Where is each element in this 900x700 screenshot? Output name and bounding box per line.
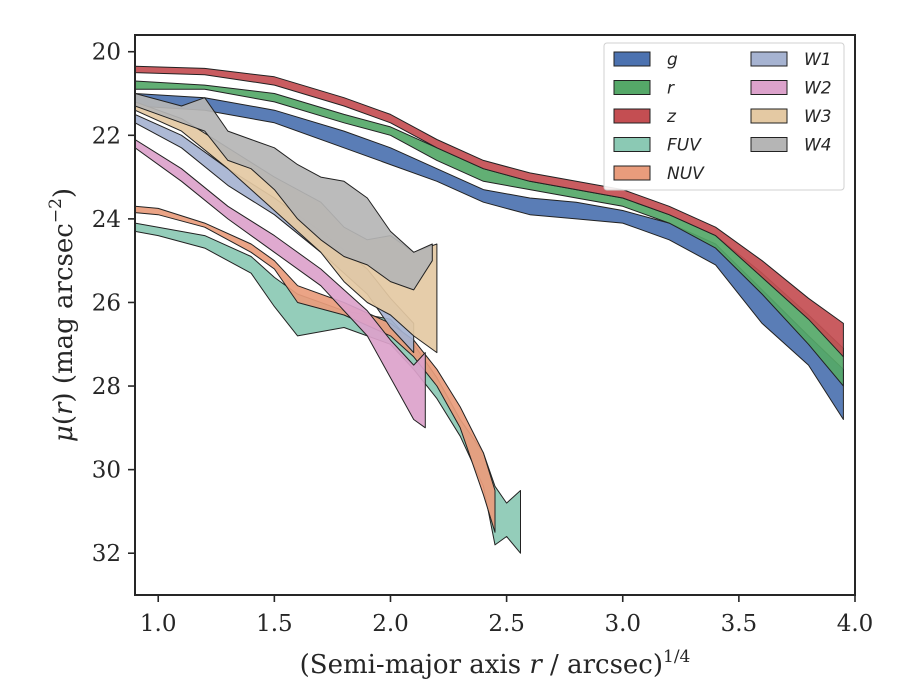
legend-swatch-W4 xyxy=(750,137,788,152)
y-tick-label: 24 xyxy=(92,207,121,233)
y-tick-label: 32 xyxy=(92,541,121,567)
legend-label-NUV: NUV xyxy=(667,164,705,184)
legend-label-r: r xyxy=(667,79,675,99)
x-tick-label: 4.0 xyxy=(837,611,874,637)
legend-label-W4: W4 xyxy=(804,136,832,156)
legend-swatch-z xyxy=(613,108,651,124)
legend-label-W1: W1 xyxy=(804,50,832,70)
x-tick-label: 3.0 xyxy=(604,611,641,637)
y-tick-label: 28 xyxy=(92,374,121,400)
y-tick-label: 26 xyxy=(92,290,121,316)
band-z xyxy=(135,65,844,358)
legend-label-W2: W2 xyxy=(804,79,832,99)
band-W2 xyxy=(135,139,426,429)
legend-label-W3: W3 xyxy=(804,107,832,127)
y-tick-label: 30 xyxy=(92,458,121,484)
band-W4 xyxy=(135,93,433,291)
x-tick-label: 1.5 xyxy=(256,611,293,637)
x-tick-label: 2.5 xyxy=(488,611,525,637)
y-axis-title: μ(r) (mag arcsec−2) xyxy=(46,188,79,442)
legend-swatch-W1 xyxy=(750,51,788,67)
series-layer xyxy=(135,65,844,554)
legend-swatch-g xyxy=(613,51,651,67)
x-tick-label: 3.5 xyxy=(721,611,758,637)
x-axis-title: (Semi-major axis r / arcsec)1/4 xyxy=(300,647,691,680)
legend-swatch-W3 xyxy=(750,108,788,124)
axes-layer: 1.0 1.5 2.0 2.5 3.0 3.5 4.0 20 22 24 26 28 30 32 xyxy=(92,34,874,637)
legend-label-g: g xyxy=(667,50,678,70)
y-tick-label: 20 xyxy=(92,40,121,66)
legend-swatch-W2 xyxy=(750,80,788,95)
legend-frame xyxy=(603,42,845,191)
legend: grz FUV NUV W1 W2 W3 W4 xyxy=(603,42,845,191)
x-tick-label: 1.0 xyxy=(140,611,177,637)
y-tick-label: 22 xyxy=(92,123,121,149)
band-g xyxy=(135,93,844,420)
legend-swatch-FUV xyxy=(613,137,651,152)
band-NUV xyxy=(135,205,496,533)
legend-swatch-NUV xyxy=(613,165,651,181)
legend-label-z: z xyxy=(666,107,677,127)
plot-frame xyxy=(134,34,856,596)
legend-label-FUV: FUV xyxy=(667,136,702,156)
x-tick-label: 2.0 xyxy=(372,611,409,637)
legend-swatch-r xyxy=(613,80,651,95)
